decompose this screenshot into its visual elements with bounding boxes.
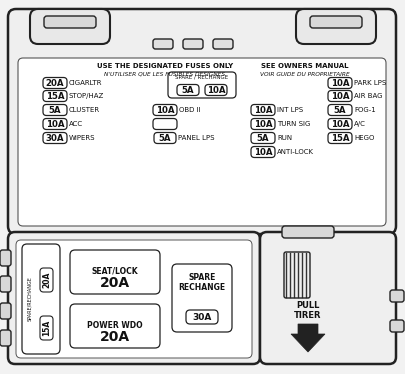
Text: 5A: 5A [49,105,61,114]
FancyBboxPatch shape [43,77,67,89]
Text: 5A: 5A [158,134,171,142]
Text: 10A: 10A [330,79,348,88]
FancyBboxPatch shape [16,240,252,358]
Text: 5A: 5A [256,134,269,142]
FancyBboxPatch shape [168,72,235,98]
Text: OBD II: OBD II [179,107,200,113]
Text: FOG-1: FOG-1 [353,107,375,113]
Text: 10A: 10A [46,120,64,129]
FancyBboxPatch shape [183,39,202,49]
Text: PANEL LPS: PANEL LPS [177,135,214,141]
Text: 10A: 10A [253,147,272,156]
Text: 15A: 15A [46,92,64,101]
Text: WIPERS: WIPERS [69,135,95,141]
Text: RECHANGE: RECHANGE [178,283,225,292]
FancyBboxPatch shape [281,226,333,238]
FancyBboxPatch shape [43,132,67,144]
FancyBboxPatch shape [22,244,60,354]
Polygon shape [290,324,324,352]
FancyBboxPatch shape [40,268,53,292]
Text: CIGARLTR: CIGARLTR [69,80,102,86]
Text: VOIR GUIDE DU PROPRIETAIRE: VOIR GUIDE DU PROPRIETAIRE [260,71,349,77]
Text: SEAT/LOCK: SEAT/LOCK [92,267,138,276]
FancyBboxPatch shape [327,119,351,129]
FancyBboxPatch shape [259,232,395,364]
FancyBboxPatch shape [40,316,53,340]
Text: PULL: PULL [296,301,319,310]
Text: RUN: RUN [276,135,292,141]
Text: 10A: 10A [253,120,272,129]
Text: 5A: 5A [181,86,194,95]
FancyBboxPatch shape [44,16,96,28]
FancyBboxPatch shape [327,77,351,89]
FancyBboxPatch shape [327,104,351,116]
FancyBboxPatch shape [172,264,231,332]
FancyBboxPatch shape [30,9,110,44]
FancyBboxPatch shape [0,303,11,319]
FancyBboxPatch shape [8,9,395,234]
Text: HEGO: HEGO [353,135,373,141]
Text: 20A: 20A [100,276,130,290]
Text: SEE OWNERS MANUAL: SEE OWNERS MANUAL [260,63,348,69]
Text: 20A: 20A [42,272,51,288]
FancyBboxPatch shape [18,58,385,226]
Text: CLUSTER: CLUSTER [69,107,100,113]
Text: 15A: 15A [42,320,51,336]
Text: PARK LPS: PARK LPS [353,80,385,86]
FancyBboxPatch shape [8,232,259,364]
Text: 20A: 20A [100,330,130,344]
FancyBboxPatch shape [295,9,375,44]
Text: 30A: 30A [46,134,64,142]
Text: 10A: 10A [253,105,272,114]
Text: STOP/HAZ: STOP/HAZ [69,93,104,99]
Text: INT LPS: INT LPS [276,107,303,113]
FancyBboxPatch shape [153,39,173,49]
FancyBboxPatch shape [309,16,361,28]
FancyBboxPatch shape [389,290,403,302]
FancyBboxPatch shape [327,91,351,101]
Text: 10A: 10A [330,120,348,129]
Text: TIRER: TIRER [294,312,321,321]
Text: A/C: A/C [353,121,365,127]
FancyBboxPatch shape [205,85,226,95]
FancyBboxPatch shape [43,104,67,116]
FancyBboxPatch shape [70,250,160,294]
FancyBboxPatch shape [43,91,67,101]
Text: 10A: 10A [206,86,225,95]
FancyBboxPatch shape [0,330,11,346]
FancyBboxPatch shape [213,39,232,49]
Text: 30A: 30A [192,313,211,322]
FancyBboxPatch shape [153,119,177,129]
Text: AIR BAG: AIR BAG [353,93,382,99]
Text: SPARE: SPARE [188,273,215,282]
Text: 5A: 5A [333,105,345,114]
FancyBboxPatch shape [0,276,11,292]
Text: 20A: 20A [46,79,64,88]
FancyBboxPatch shape [153,104,177,116]
FancyBboxPatch shape [250,132,274,144]
FancyBboxPatch shape [70,304,160,348]
Text: POWER WDO: POWER WDO [87,321,143,329]
Text: USE THE DESIGNATED FUSES ONLY: USE THE DESIGNATED FUSES ONLY [97,63,232,69]
Text: TURN SIG: TURN SIG [276,121,309,127]
FancyBboxPatch shape [43,119,67,129]
FancyBboxPatch shape [250,104,274,116]
FancyBboxPatch shape [327,132,351,144]
Text: ACC: ACC [69,121,83,127]
Text: N'UTILISER QUE LES FUSIBLES DESIGNES: N'UTILISER QUE LES FUSIBLES DESIGNES [104,71,225,77]
Text: SPARE / RECHANGE: SPARE / RECHANGE [175,74,228,80]
FancyBboxPatch shape [250,119,274,129]
FancyBboxPatch shape [389,320,403,332]
FancyBboxPatch shape [153,132,175,144]
FancyBboxPatch shape [250,147,274,157]
FancyBboxPatch shape [177,85,198,95]
Text: SPARE/RECHANGE: SPARE/RECHANGE [28,276,32,321]
Text: ANTI-LOCK: ANTI-LOCK [276,149,313,155]
Text: 10A: 10A [330,92,348,101]
FancyBboxPatch shape [185,310,217,324]
Text: 15A: 15A [330,134,348,142]
Text: 10A: 10A [156,105,174,114]
FancyBboxPatch shape [0,250,11,266]
